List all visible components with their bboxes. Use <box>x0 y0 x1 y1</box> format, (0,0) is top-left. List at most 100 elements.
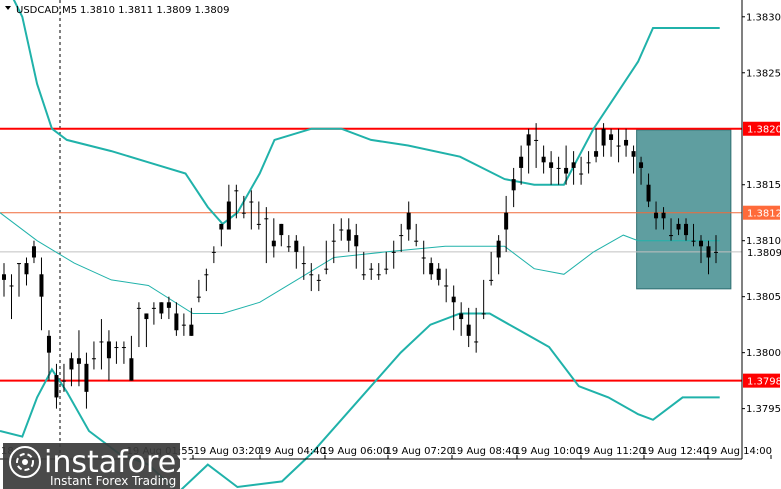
candle <box>399 223 404 252</box>
candle-body <box>159 302 164 314</box>
highlight-zone <box>636 129 732 290</box>
instaforex-logo-icon <box>9 446 41 478</box>
candle-body <box>339 229 344 231</box>
candle-body <box>459 313 464 320</box>
candle <box>294 235 299 269</box>
watermark: instaforex Instant Forex Trading <box>3 443 193 489</box>
candle-body <box>714 251 718 253</box>
candle-body <box>609 134 614 140</box>
y-tick-label: 1.3830 <box>746 12 781 23</box>
candle-body <box>421 257 426 259</box>
candle <box>504 195 509 252</box>
candle <box>136 302 141 348</box>
candle-body <box>69 358 74 370</box>
candle-body <box>519 156 524 168</box>
candle <box>631 145 636 174</box>
candle-body <box>144 313 149 320</box>
candle <box>76 330 81 387</box>
candle-body <box>534 139 539 141</box>
candle <box>264 207 269 264</box>
candle <box>594 128 599 163</box>
candle <box>249 190 254 230</box>
candle <box>699 235 704 264</box>
candle-body <box>279 223 284 236</box>
candle-body <box>121 347 126 349</box>
candle-body <box>249 201 254 203</box>
candle-body <box>451 296 456 303</box>
candle-body <box>481 313 486 315</box>
candle-body <box>436 268 441 280</box>
candle <box>309 263 314 292</box>
candle <box>331 223 336 264</box>
candle <box>24 257 29 286</box>
candle <box>444 268 449 303</box>
candle-body <box>129 358 134 381</box>
candle-body <box>16 263 21 265</box>
candle-body <box>684 223 689 236</box>
candle <box>279 223 284 247</box>
candle-body <box>496 240 501 258</box>
level-1798-tag <box>743 373 780 388</box>
candle-body <box>541 156 546 163</box>
candle <box>526 128 531 174</box>
x-tick-label: 19 Aug 11:20 <box>578 446 645 457</box>
candle-body <box>234 190 239 192</box>
candle <box>549 151 554 185</box>
candle <box>669 218 674 241</box>
x-tick-label: 19 Aug 06:00 <box>322 446 389 457</box>
candle <box>286 235 291 252</box>
candle-body <box>286 246 291 248</box>
candle-body <box>256 223 261 225</box>
candle <box>541 145 546 174</box>
candle-body <box>39 274 44 297</box>
candle <box>654 201 659 230</box>
symbol-label: USDCAD,M5 <box>16 5 77 16</box>
candle-body <box>24 263 29 275</box>
candle <box>451 285 456 331</box>
candle <box>706 240 711 275</box>
candle-body <box>9 285 14 287</box>
candle <box>196 279 201 303</box>
candle-body <box>391 251 396 253</box>
symbol-dropdown-icon[interactable] <box>5 6 11 10</box>
candle <box>91 341 96 370</box>
candle <box>406 201 411 241</box>
candle <box>421 240 426 275</box>
candle-body <box>549 162 554 168</box>
candle-body <box>466 324 471 336</box>
candle-body <box>556 167 561 169</box>
bollinger-middle-line <box>0 212 720 314</box>
candle <box>639 156 644 185</box>
candle-body <box>324 268 329 270</box>
candle-body <box>211 251 216 253</box>
candle <box>144 313 149 348</box>
candle <box>316 274 321 292</box>
candle <box>46 330 51 381</box>
candle <box>324 240 329 275</box>
candle <box>204 268 209 292</box>
candle <box>121 341 126 364</box>
candle-body <box>661 212 666 219</box>
candle-body <box>639 162 644 168</box>
candle-body <box>331 240 336 242</box>
x-tick-label: 19 Aug 10:00 <box>515 446 582 457</box>
x-tick-label: 19 Aug 08:40 <box>451 446 518 457</box>
watermark-brand: instaforex <box>44 445 193 480</box>
candle <box>369 263 374 280</box>
candle <box>684 218 689 241</box>
candle <box>474 307 479 353</box>
candle <box>151 302 156 325</box>
candle-body <box>346 229 351 241</box>
candle <box>579 156 584 185</box>
candle-body <box>151 307 156 309</box>
candle-body <box>106 341 111 359</box>
candle-body <box>444 285 449 287</box>
candle <box>466 307 471 348</box>
candle <box>226 184 231 230</box>
candle-body <box>54 375 59 398</box>
candle-body <box>369 268 374 270</box>
candle <box>676 218 681 236</box>
candle-body <box>61 380 66 382</box>
candle-body <box>601 128 606 146</box>
